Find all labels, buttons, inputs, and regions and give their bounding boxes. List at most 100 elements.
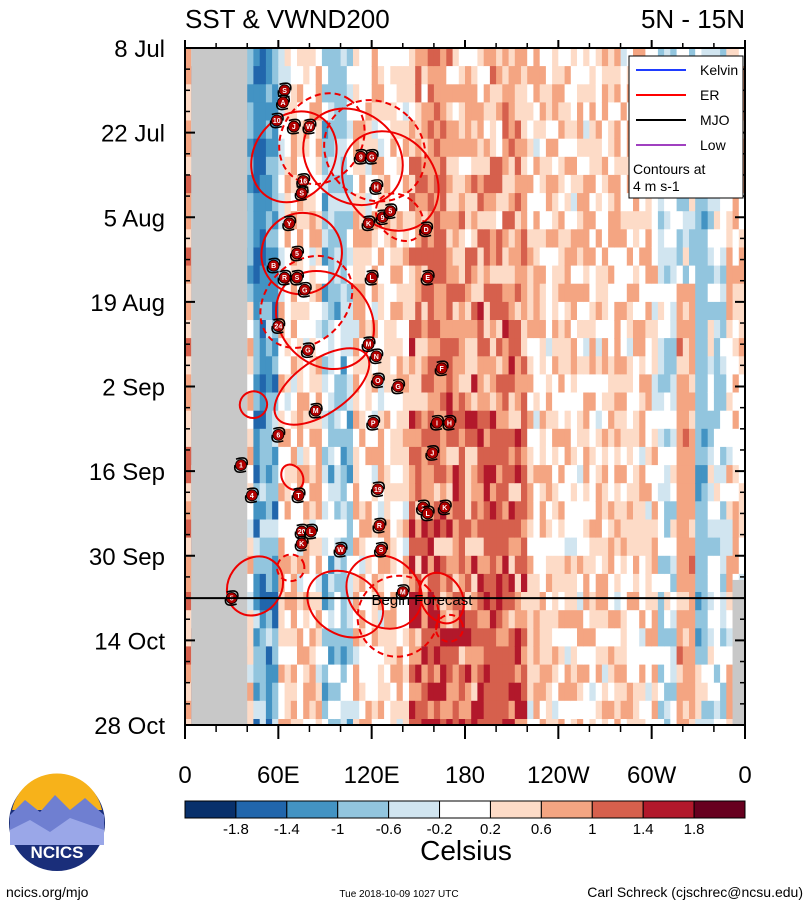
sst-cell xyxy=(402,483,410,502)
logo-hills xyxy=(10,818,104,845)
sst-cell xyxy=(297,610,304,629)
sst-cell xyxy=(539,301,547,321)
sst-cell xyxy=(583,700,590,720)
sst-cell xyxy=(620,537,628,557)
sst-cell xyxy=(334,483,341,502)
sst-cell xyxy=(533,265,541,285)
sst-cell xyxy=(502,156,509,176)
sst-cell xyxy=(315,156,323,176)
sst-cell xyxy=(601,356,609,375)
sst-cell xyxy=(726,465,733,484)
sst-cell xyxy=(309,537,317,557)
sst-cell xyxy=(558,700,565,720)
sst-cell xyxy=(626,664,634,684)
sst-cell xyxy=(689,193,696,212)
sst-cell xyxy=(334,428,341,448)
sst-cell xyxy=(409,410,416,430)
sst-cell xyxy=(384,519,391,539)
sst-cell xyxy=(502,664,509,684)
sst-cell xyxy=(713,265,721,285)
sst-cell xyxy=(583,519,590,539)
sst-cell xyxy=(371,610,379,629)
sst-cell xyxy=(346,374,354,393)
sst-cell xyxy=(384,483,391,502)
sst-cell xyxy=(440,628,447,647)
sst-cell xyxy=(639,356,646,375)
sst-cell xyxy=(334,555,341,575)
sst-cell xyxy=(440,338,447,357)
sst-cell xyxy=(390,537,397,557)
sst-cell xyxy=(608,247,615,267)
sst-cell xyxy=(427,156,435,176)
sst-cell xyxy=(371,48,379,67)
sst-cell xyxy=(496,356,503,375)
sst-cell xyxy=(297,428,304,448)
sst-cell xyxy=(726,247,733,267)
sst-cell xyxy=(527,338,534,357)
sst-cell xyxy=(595,156,603,176)
sst-cell xyxy=(720,465,727,484)
sst-cell xyxy=(664,501,671,520)
sst-cell xyxy=(440,719,447,725)
sst-cell xyxy=(695,374,702,393)
sst-cell xyxy=(359,446,366,466)
sst-cell xyxy=(539,66,547,85)
sst-cell xyxy=(508,48,516,67)
sst-cell xyxy=(353,66,360,85)
sst-cell xyxy=(353,719,360,725)
sst-cell xyxy=(433,682,441,702)
sst-cell xyxy=(589,719,597,725)
sst-cell xyxy=(645,628,653,647)
sst-cell xyxy=(433,211,441,230)
sst-cell xyxy=(259,265,267,285)
sst-cell xyxy=(558,573,565,593)
sst-cell xyxy=(334,592,341,611)
sst-cell xyxy=(676,193,684,212)
sst-cell xyxy=(608,174,615,194)
sst-cell xyxy=(452,120,460,140)
sst-cell xyxy=(552,700,559,720)
legend-label: Kelvin xyxy=(700,62,738,78)
x-tick-label: 180 xyxy=(445,762,485,789)
storm-dot xyxy=(421,271,434,284)
sst-cell xyxy=(334,193,341,212)
sst-cell xyxy=(483,664,491,684)
sst-cell xyxy=(502,446,509,466)
sst-cell xyxy=(713,446,721,466)
sst-cell xyxy=(185,719,192,725)
sst-cell xyxy=(346,120,354,140)
sst-cell xyxy=(353,156,360,176)
sst-cell xyxy=(278,66,285,85)
sst-cell xyxy=(346,392,354,412)
sst-cell xyxy=(726,646,733,665)
sst-cell xyxy=(440,646,447,665)
sst-cell xyxy=(545,66,553,85)
sst-cell xyxy=(552,301,559,321)
sst-cell xyxy=(689,628,696,647)
sst-cell xyxy=(290,682,298,702)
sst-cell xyxy=(433,646,441,665)
sst-cell xyxy=(390,66,397,85)
sst-cell xyxy=(589,193,597,212)
sst-cell xyxy=(458,211,466,230)
sst-cell xyxy=(539,174,547,194)
sst-cell xyxy=(328,501,335,520)
sst-cell xyxy=(471,301,478,321)
sst-cell xyxy=(496,573,503,593)
sst-cell xyxy=(496,174,503,194)
sst-cell xyxy=(253,628,261,647)
sst-cell xyxy=(309,483,317,502)
sst-cell xyxy=(496,283,503,303)
sst-cell xyxy=(402,392,410,412)
storm-marker: Y xyxy=(282,215,297,232)
sst-cell xyxy=(657,392,665,412)
y-tick-label: 30 Sep xyxy=(89,544,165,571)
sst-cell xyxy=(409,519,416,539)
sst-cell xyxy=(570,446,578,466)
sst-cell xyxy=(664,283,671,303)
storm-dot xyxy=(287,120,300,133)
sst-cell xyxy=(713,682,721,702)
sst-cell xyxy=(620,428,628,448)
sst-cell xyxy=(595,66,603,85)
sst-cell xyxy=(689,664,696,684)
